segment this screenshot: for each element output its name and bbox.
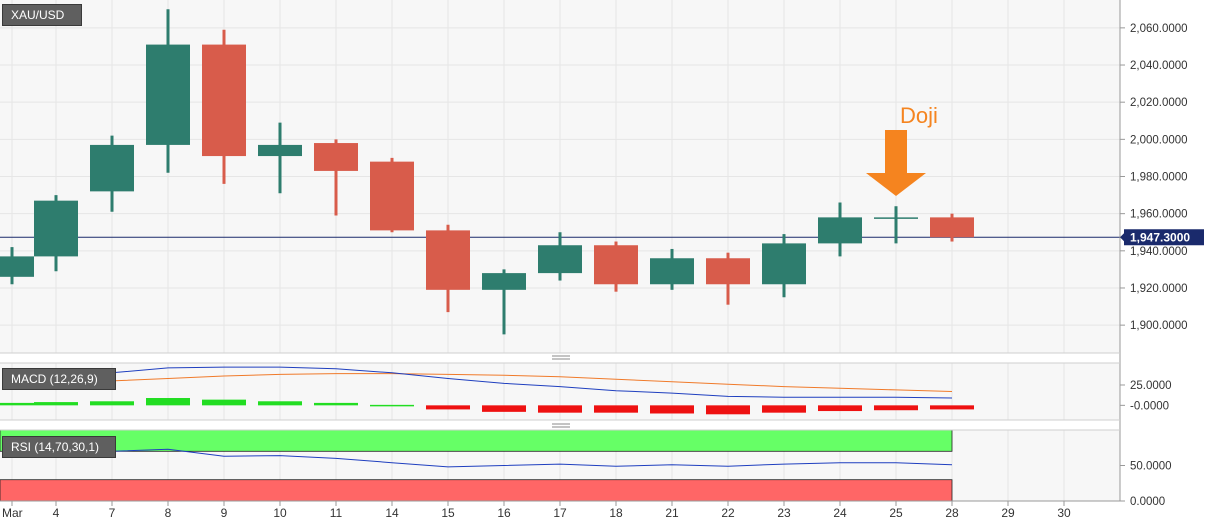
macd-histogram-bar <box>426 405 470 410</box>
macd-histogram-bar <box>818 405 862 412</box>
macd-y-tick-label: -0.0000 <box>1130 400 1169 412</box>
macd-histogram-bar <box>314 402 358 406</box>
doji-arrow-head <box>866 173 926 196</box>
macd-signal-line <box>11 373 953 392</box>
candle-body <box>370 161 414 231</box>
candle-body <box>202 44 246 157</box>
x-tick-label: 9 <box>221 506 228 520</box>
macd-plot <box>0 366 974 415</box>
macd-histogram-bar <box>90 401 134 406</box>
x-tick-label: 30 <box>1057 506 1071 520</box>
macd-histogram-bar <box>482 405 526 412</box>
macd-histogram-bar <box>370 404 414 407</box>
candle-body <box>482 273 526 290</box>
x-tick-label: 25 <box>889 506 903 520</box>
doji-arrow-shaft <box>885 130 907 174</box>
macd-indicator-label[interactable]: MACD (12,26,9) <box>2 368 116 390</box>
last-price-tag <box>1124 229 1204 246</box>
candle-body <box>314 143 358 171</box>
x-tick-label: 28 <box>945 506 959 520</box>
x-tick-label: 22 <box>721 506 735 520</box>
y-tick-label: 2,060.0000 <box>1130 23 1188 35</box>
y-tick-label: 1,960.0000 <box>1130 209 1188 221</box>
candle-body <box>90 144 134 192</box>
macd-histogram-bar <box>930 405 974 410</box>
rsi-overbought-zone <box>0 429 953 452</box>
x-tick-label: 23 <box>777 506 791 520</box>
macd-histogram-bar <box>874 405 918 411</box>
candle-body <box>706 258 750 285</box>
x-tick-label: 7 <box>109 506 116 520</box>
candle-body <box>818 217 862 244</box>
y-tick-label: 2,000.0000 <box>1130 134 1188 146</box>
candle-body <box>538 245 582 274</box>
x-tick-label: 17 <box>553 506 567 520</box>
x-tick-label: Mar <box>2 506 23 520</box>
macd-histogram-bar <box>258 401 302 406</box>
macd-histogram-bar <box>538 405 582 413</box>
x-tick-label: 29 <box>1001 506 1015 520</box>
macd-y-tick-label: 25.0000 <box>1130 380 1172 392</box>
y-tick-label: 1,920.0000 <box>1130 283 1188 295</box>
candle-body <box>146 44 190 145</box>
x-tick-label: 8 <box>165 506 172 520</box>
instrument-label: XAU/USD <box>2 4 82 26</box>
pane-divider-handle-2[interactable] <box>552 423 570 428</box>
macd-histogram-bar <box>650 405 694 414</box>
y-tick-label: 1,980.0000 <box>1130 172 1188 184</box>
pane-divider-handle-1[interactable] <box>552 355 570 360</box>
candle-body <box>426 230 470 290</box>
candle-body <box>930 217 974 238</box>
x-tick-label: 18 <box>609 506 623 520</box>
candle-body <box>34 200 78 257</box>
macd-histogram-bar <box>202 399 246 406</box>
x-tick-label: 10 <box>273 506 287 520</box>
macd-line <box>11 366 953 399</box>
last-price-label: 1,947.3000 <box>1130 230 1190 244</box>
y-tick-label: 2,040.0000 <box>1130 60 1188 72</box>
last-price-tag-pointer <box>1120 232 1125 243</box>
y-tick-label: 1,900.0000 <box>1130 320 1188 332</box>
x-tick-label: 4 <box>53 506 60 520</box>
doji-annotation-label: Doji <box>900 103 938 128</box>
candle-body <box>258 144 302 157</box>
rsi-oversold-zone <box>0 479 953 502</box>
x-tick-label: 16 <box>497 506 511 520</box>
candle-body <box>0 256 34 277</box>
rsi-line <box>11 448 953 468</box>
rsi-y-tick-label: 50.0000 <box>1130 461 1172 473</box>
macd-histogram-bar <box>706 405 750 415</box>
x-tick-label: 24 <box>833 506 847 520</box>
candle-body <box>650 258 694 285</box>
rsi-y-tick-label: 0.0000 <box>1130 496 1165 508</box>
macd-histogram-bar <box>146 398 190 406</box>
macd-histogram-bar <box>594 405 638 413</box>
x-tick-label: 15 <box>441 506 455 520</box>
macd-histogram-bar <box>0 402 34 406</box>
candle-body <box>762 243 806 285</box>
x-tick-label: 11 <box>330 506 343 520</box>
macd-histogram-bar <box>34 402 78 406</box>
rsi-indicator-label[interactable]: RSI (14,70,30,1) <box>2 436 116 458</box>
y-tick-label: 1,940.0000 <box>1130 246 1188 258</box>
rsi-plot <box>0 429 953 502</box>
candle-body <box>594 245 638 285</box>
macd-histogram-bar <box>762 405 806 413</box>
price-plot: Doji <box>0 9 1120 335</box>
x-tick-label: 14 <box>385 506 399 520</box>
y-tick-label: 2,020.0000 <box>1130 97 1188 109</box>
candle-body <box>874 217 918 219</box>
x-tick-label: 21 <box>665 506 679 520</box>
